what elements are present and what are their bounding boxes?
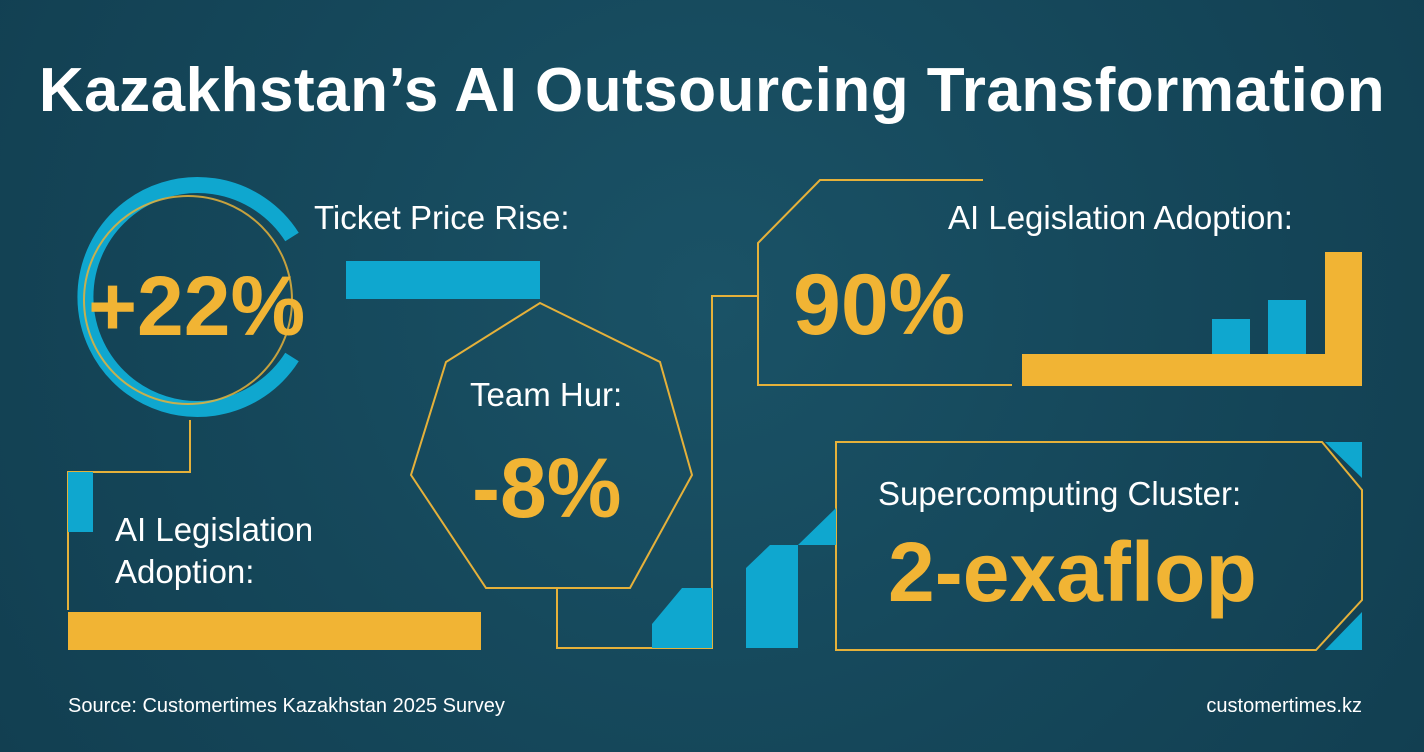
legislation-right-value: 90% (793, 257, 966, 353)
legislation-right-label: AI Legislation Adoption: (948, 199, 1293, 236)
blue-bar-ticket (346, 261, 540, 299)
blue-step-2 (746, 545, 798, 648)
gold-bar-90 (1022, 354, 1362, 386)
footer-site: customertimes.kz (1206, 695, 1362, 717)
ticket-price-value: +22% (88, 259, 306, 353)
legislation-left-label-line1: AI Legislation (115, 511, 314, 548)
legislation-left-label-line2: Adoption: (115, 553, 255, 590)
blue-step-3 (798, 508, 836, 545)
blue-bar-1 (1212, 319, 1250, 354)
supercomputing-value: 2-exaflop (888, 525, 1257, 619)
gold-bar-left (68, 612, 481, 650)
connector-line (67, 420, 191, 610)
blue-tab (68, 472, 93, 532)
corner-triangle-bottom (1325, 612, 1362, 650)
supercomputing-label: Supercomputing Cluster: (878, 475, 1242, 512)
blue-step-1 (652, 588, 712, 648)
team-hur-label: Team Hur: (470, 376, 623, 413)
ring-outline (83, 195, 293, 405)
gold-bar-tall (1325, 252, 1362, 354)
team-hur-value: -8% (472, 441, 622, 535)
panel-outline-90 (757, 179, 1012, 386)
footer-source: Source: Customertimes Kazakhstan 2025 Su… (68, 695, 505, 717)
page-title: Kazakhstan’s AI Outsourcing Transformati… (38, 56, 1386, 125)
ring-arc (77, 177, 299, 417)
corner-triangle-top (1325, 442, 1362, 478)
blue-bar-2 (1268, 300, 1306, 354)
ticket-price-label: Ticket Price Rise: (314, 199, 570, 236)
panel-outline-supercomputing (835, 441, 1363, 651)
